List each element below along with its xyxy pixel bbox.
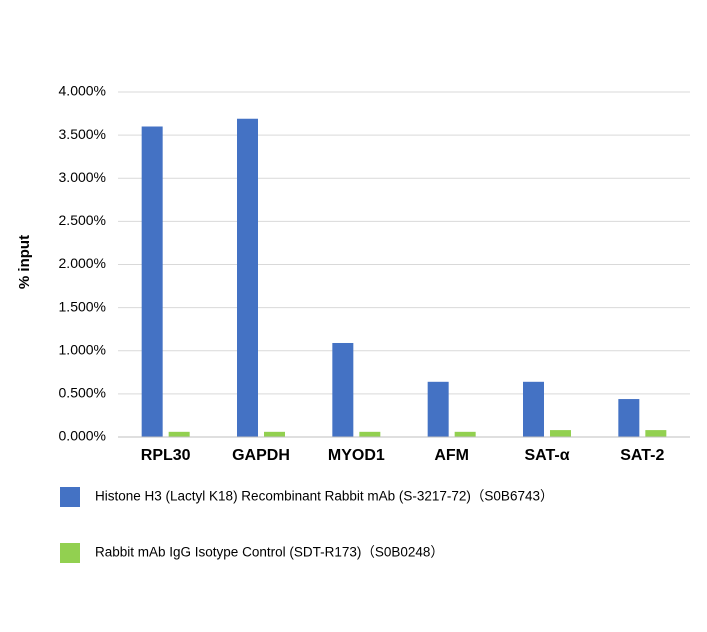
bar <box>359 431 381 437</box>
bar <box>264 431 285 437</box>
y-tick-label: 1.000% <box>59 341 106 357</box>
legend-label: Histone H3 (Lactyl K18) Recombinant Rabb… <box>95 489 553 504</box>
x-tick-label: RPL30 <box>141 447 191 464</box>
bar <box>427 381 449 437</box>
legend-label: Rabbit mAb IgG Isotype Control (SDT-R173… <box>95 545 444 560</box>
y-tick-label: 1.500% <box>59 298 106 314</box>
x-tick-label: GAPDH <box>232 447 290 464</box>
y-axis-label: % input <box>16 235 33 289</box>
y-tick-label: 4.000% <box>59 83 106 99</box>
bar <box>237 118 258 438</box>
y-tick-label: 0.000% <box>59 428 106 444</box>
x-tick-label: SAT-2 <box>620 447 664 464</box>
bar <box>618 399 640 437</box>
legend-swatch <box>60 543 80 563</box>
y-tick-label: 3.000% <box>59 169 106 185</box>
bar <box>523 381 544 437</box>
bar <box>332 342 354 437</box>
bar <box>645 430 667 437</box>
y-tick-label: 3.500% <box>59 126 106 142</box>
y-tick-label: 0.500% <box>59 385 106 401</box>
x-tick-label: MYOD1 <box>328 447 385 464</box>
bar <box>168 431 190 437</box>
y-tick-label: 2.500% <box>59 212 106 228</box>
legend-swatch <box>60 487 80 507</box>
y-tick-label: 2.000% <box>59 255 106 271</box>
x-tick-label: AFM <box>434 447 469 464</box>
bar <box>141 126 163 437</box>
x-tick-label: SAT-α <box>524 447 569 464</box>
bar <box>550 430 571 437</box>
bar <box>454 431 476 437</box>
